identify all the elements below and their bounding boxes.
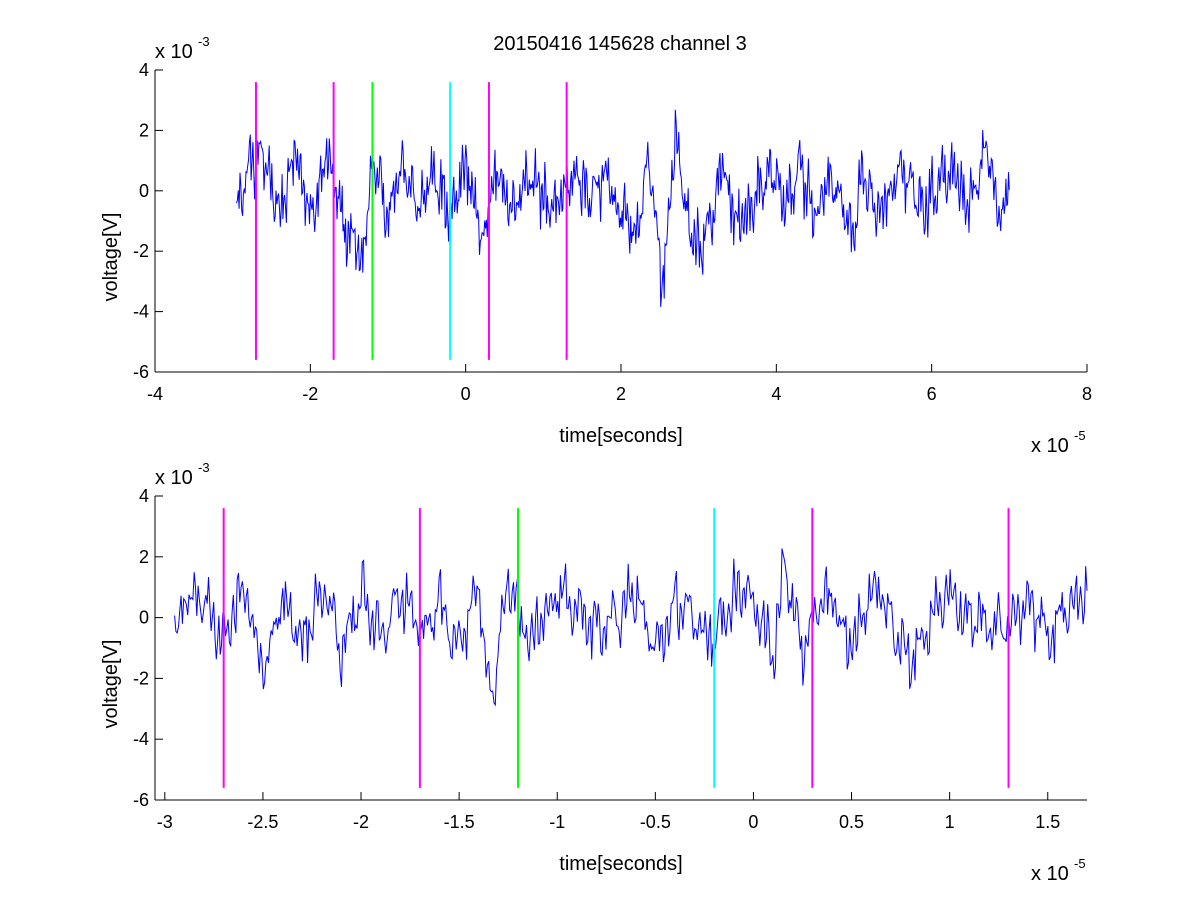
y-tick-label: 2 [139,120,149,140]
y-tick-label: -4 [133,302,149,322]
y-tick-label: -2 [133,241,149,261]
y-exponent-multiplier: x 10 [155,41,193,63]
y-tick-label: -6 [133,790,149,810]
x-axis-label: time[seconds] [559,425,682,447]
x-exponent-power: -5 [1074,428,1086,443]
plot-top: -4 -2 0 2 4 6 8-6-4-2024time[seconds]voltage[V… [100,34,1092,457]
x-axis-label: time[seconds] [559,853,682,875]
x-tick-label: 2 [616,384,626,404]
y-tick-label: -4 [133,729,149,749]
y-tick-label: 4 [139,486,149,506]
x-tick-label: 0 [461,384,471,404]
y-exponent-multiplier: x 10 [155,467,193,489]
y-tick-label: 2 [139,547,149,567]
y-tick-label: 0 [139,181,149,201]
y-axis-label: voltage[V] [100,640,122,729]
x-tick-label: -2 [353,812,369,832]
y-tick-label: 4 [139,60,149,80]
plot-bottom: -3 -2.5 -2 -1.5 -1 -0.5 0 0.5 1 1.5 -6 -4 -2 0 2 4 time[… [100,460,1088,885]
x-tick-label: 6 [927,384,937,404]
x-tick-label: 8 [1082,384,1092,404]
y-tick-label: -6 [133,362,149,382]
x-tick-label: -0.5 [640,812,671,832]
y-tick-label: -2 [133,668,149,688]
x-tick-label: -2 [302,384,318,404]
x-tick-label: -3 [157,812,173,832]
x-tick-label: 0.5 [839,812,864,832]
x-tick-label: 0 [748,812,758,832]
x-tick-label: -4 [147,384,163,404]
x-tick-label: -2.5 [247,812,278,832]
signal-trace [174,548,1088,707]
y-tick-label: 0 [139,608,149,628]
y-exponent-power: -3 [198,34,210,49]
x-exponent-power: -5 [1074,856,1086,871]
y-axis-label: voltage[V] [100,213,122,302]
x-tick-label: -1.5 [444,812,475,832]
x-tick-label: -1 [549,812,565,832]
figure-title: 20150416 145628 channel 3 [493,33,747,55]
y-exponent-power: -3 [198,460,210,475]
x-tick-label: 4 [771,384,781,404]
x-exponent-multiplier: x 10 [1031,435,1069,457]
x-tick-label: 1 [945,812,955,832]
x-exponent-multiplier: x 10 [1031,863,1069,885]
signal-trace [236,109,1010,307]
x-tick-label: 1.5 [1035,812,1060,832]
